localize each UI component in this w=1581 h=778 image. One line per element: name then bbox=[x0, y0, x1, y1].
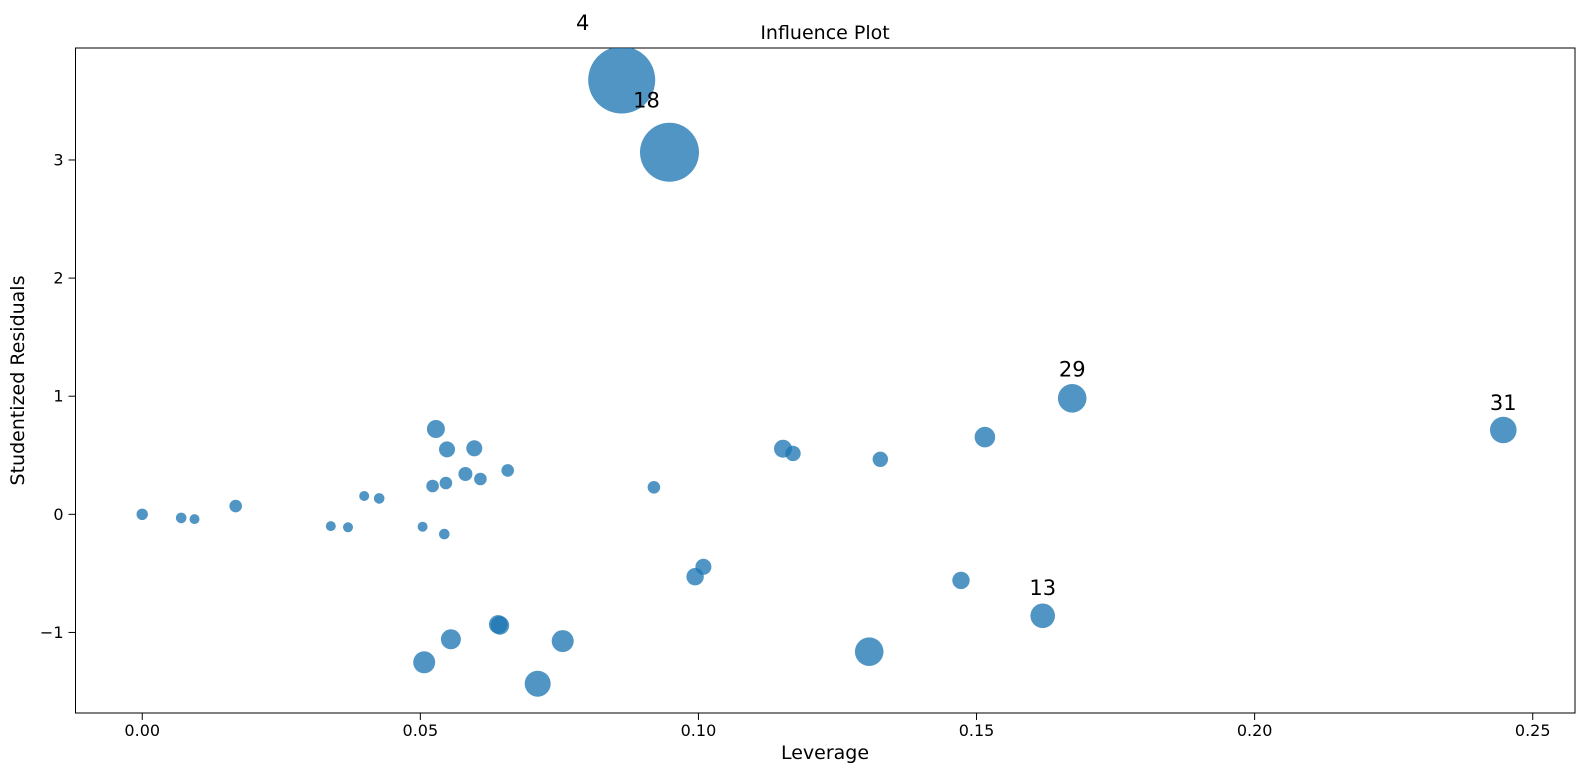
data-point bbox=[439, 441, 455, 458]
y-tick-label: 0 bbox=[53, 505, 63, 524]
data-point bbox=[1057, 384, 1087, 413]
data-point bbox=[325, 521, 336, 532]
data-point bbox=[854, 637, 884, 666]
data-point bbox=[229, 499, 242, 513]
y-tick-label: 1 bbox=[53, 387, 63, 406]
data-point bbox=[872, 451, 888, 467]
x-tick-label: 0.00 bbox=[124, 721, 160, 740]
data-point bbox=[1030, 603, 1055, 629]
chart-title: Influence Plot bbox=[760, 22, 889, 44]
data-point bbox=[175, 512, 187, 524]
data-point bbox=[373, 493, 385, 504]
data-point bbox=[136, 508, 148, 520]
data-point bbox=[474, 472, 487, 486]
data-point bbox=[785, 445, 801, 462]
data-point bbox=[189, 514, 200, 525]
point-label-31: 31 bbox=[1490, 391, 1517, 415]
y-tick-label: 2 bbox=[53, 269, 63, 288]
x-tick-label: 0.10 bbox=[681, 721, 717, 740]
data-points-group bbox=[136, 48, 1517, 697]
x-axis-label: Leverage bbox=[781, 742, 869, 764]
x-tick-label: 0.25 bbox=[1515, 721, 1551, 740]
data-point bbox=[974, 426, 996, 448]
x-tick-label: 0.20 bbox=[1237, 721, 1273, 740]
point-label-18: 18 bbox=[633, 88, 660, 112]
data-point bbox=[640, 122, 699, 182]
data-point bbox=[952, 571, 970, 590]
data-point bbox=[524, 670, 551, 697]
y-tick-label: 3 bbox=[53, 150, 63, 169]
data-point bbox=[647, 481, 661, 494]
axis-ticks: 0.00 0.05 0.10 0.15 0.20 0.25 −1 0 1 2 3 bbox=[40, 150, 1551, 740]
x-tick-label: 0.05 bbox=[403, 721, 439, 740]
data-point bbox=[440, 629, 461, 650]
point-label-13: 13 bbox=[1029, 576, 1056, 600]
data-point bbox=[551, 630, 574, 653]
point-label-29: 29 bbox=[1059, 357, 1086, 381]
data-point bbox=[588, 48, 656, 114]
data-point bbox=[417, 521, 428, 532]
data-point bbox=[426, 479, 439, 493]
data-point bbox=[466, 440, 483, 457]
point-annotations-group: 4 18 13 29 31 bbox=[576, 11, 1517, 600]
data-point bbox=[439, 476, 453, 490]
data-point bbox=[343, 522, 353, 533]
data-point bbox=[359, 491, 370, 501]
data-point bbox=[490, 616, 510, 635]
y-tick-label: −1 bbox=[40, 623, 64, 642]
data-point bbox=[458, 467, 473, 481]
axes-spines bbox=[75, 47, 1576, 714]
data-point bbox=[439, 528, 450, 540]
data-point bbox=[1490, 416, 1517, 444]
data-point bbox=[695, 558, 712, 575]
data-point bbox=[501, 464, 514, 477]
y-axis-label: Studentized Residuals bbox=[7, 276, 29, 486]
point-label-4: 4 bbox=[576, 11, 589, 35]
data-point bbox=[413, 651, 436, 674]
data-point bbox=[426, 420, 445, 438]
x-tick-label: 0.15 bbox=[959, 721, 995, 740]
